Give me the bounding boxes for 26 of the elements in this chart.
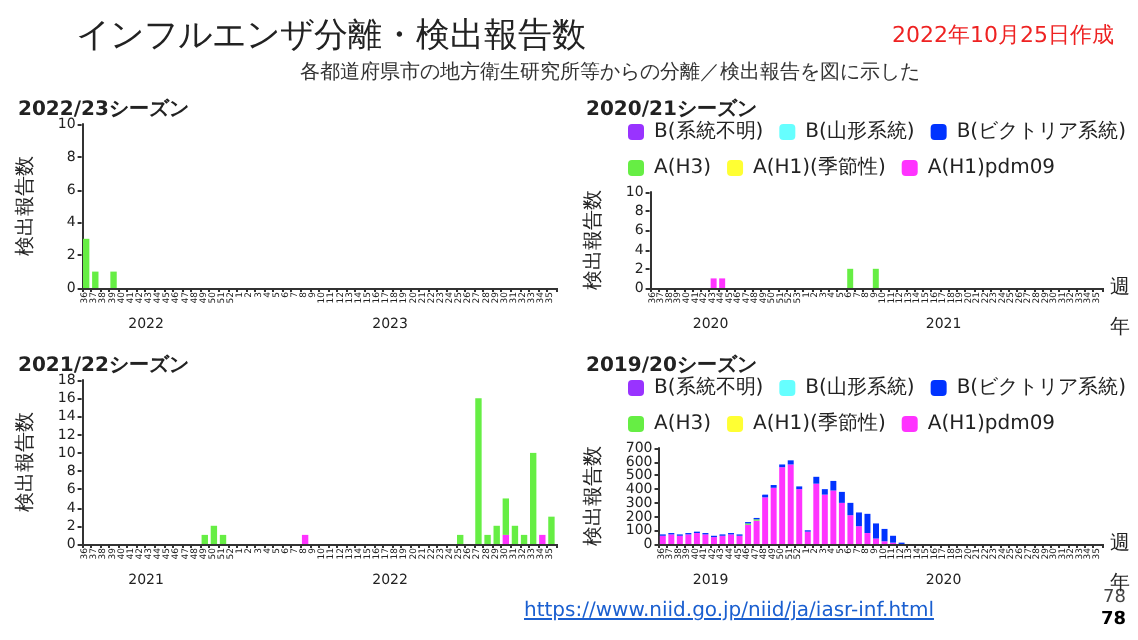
legend-label: B(山形系統) <box>805 119 915 143</box>
text: 2022年10月25日作成 <box>892 20 1114 50</box>
y-axis-title: 検出報告数 <box>581 446 605 546</box>
legend-label: B(系統不明) <box>654 119 764 143</box>
y-axis-title: 検出報告数 <box>13 156 37 256</box>
text: 78 <box>1100 610 1126 630</box>
legend-label: B(ビクトリア系統) <box>956 119 1127 143</box>
legend-label: B(山形系統) <box>805 375 915 399</box>
chart-title: 2019/20シーズン <box>586 353 757 377</box>
text: 年 <box>1110 315 1130 339</box>
text: 各都道府県市の地方衛生研究所等からの分離／検出報告を図に示した <box>300 59 920 86</box>
chart-title: 2020/21シーズン <box>586 97 757 121</box>
legend-label: A(H1)pdm09 <box>927 413 1056 435</box>
x-axis-title: 週 <box>1110 533 1130 555</box>
legend-label: A(H1)pdm09 <box>927 157 1056 179</box>
legend-label: A(H3) <box>654 157 712 179</box>
text: https://www.niid.go.jp/niid/ja/iasr-inf.html <box>524 600 934 622</box>
legend-label: B(ビクトリア系統) <box>956 375 1127 399</box>
legend-label: A(H1)(季節性) <box>753 411 886 435</box>
legend-label: A(H3) <box>654 413 712 435</box>
legend-label: A(H1)(季節性) <box>753 155 886 179</box>
x-axis-title: 週 <box>1110 277 1130 299</box>
y-axis-title: 検出報告数 <box>581 190 605 290</box>
y-axis-title: 検出報告数 <box>13 412 37 512</box>
legend-label: B(系統不明) <box>654 375 764 399</box>
text: インフルエンザ分離・検出報告数 <box>76 14 586 58</box>
